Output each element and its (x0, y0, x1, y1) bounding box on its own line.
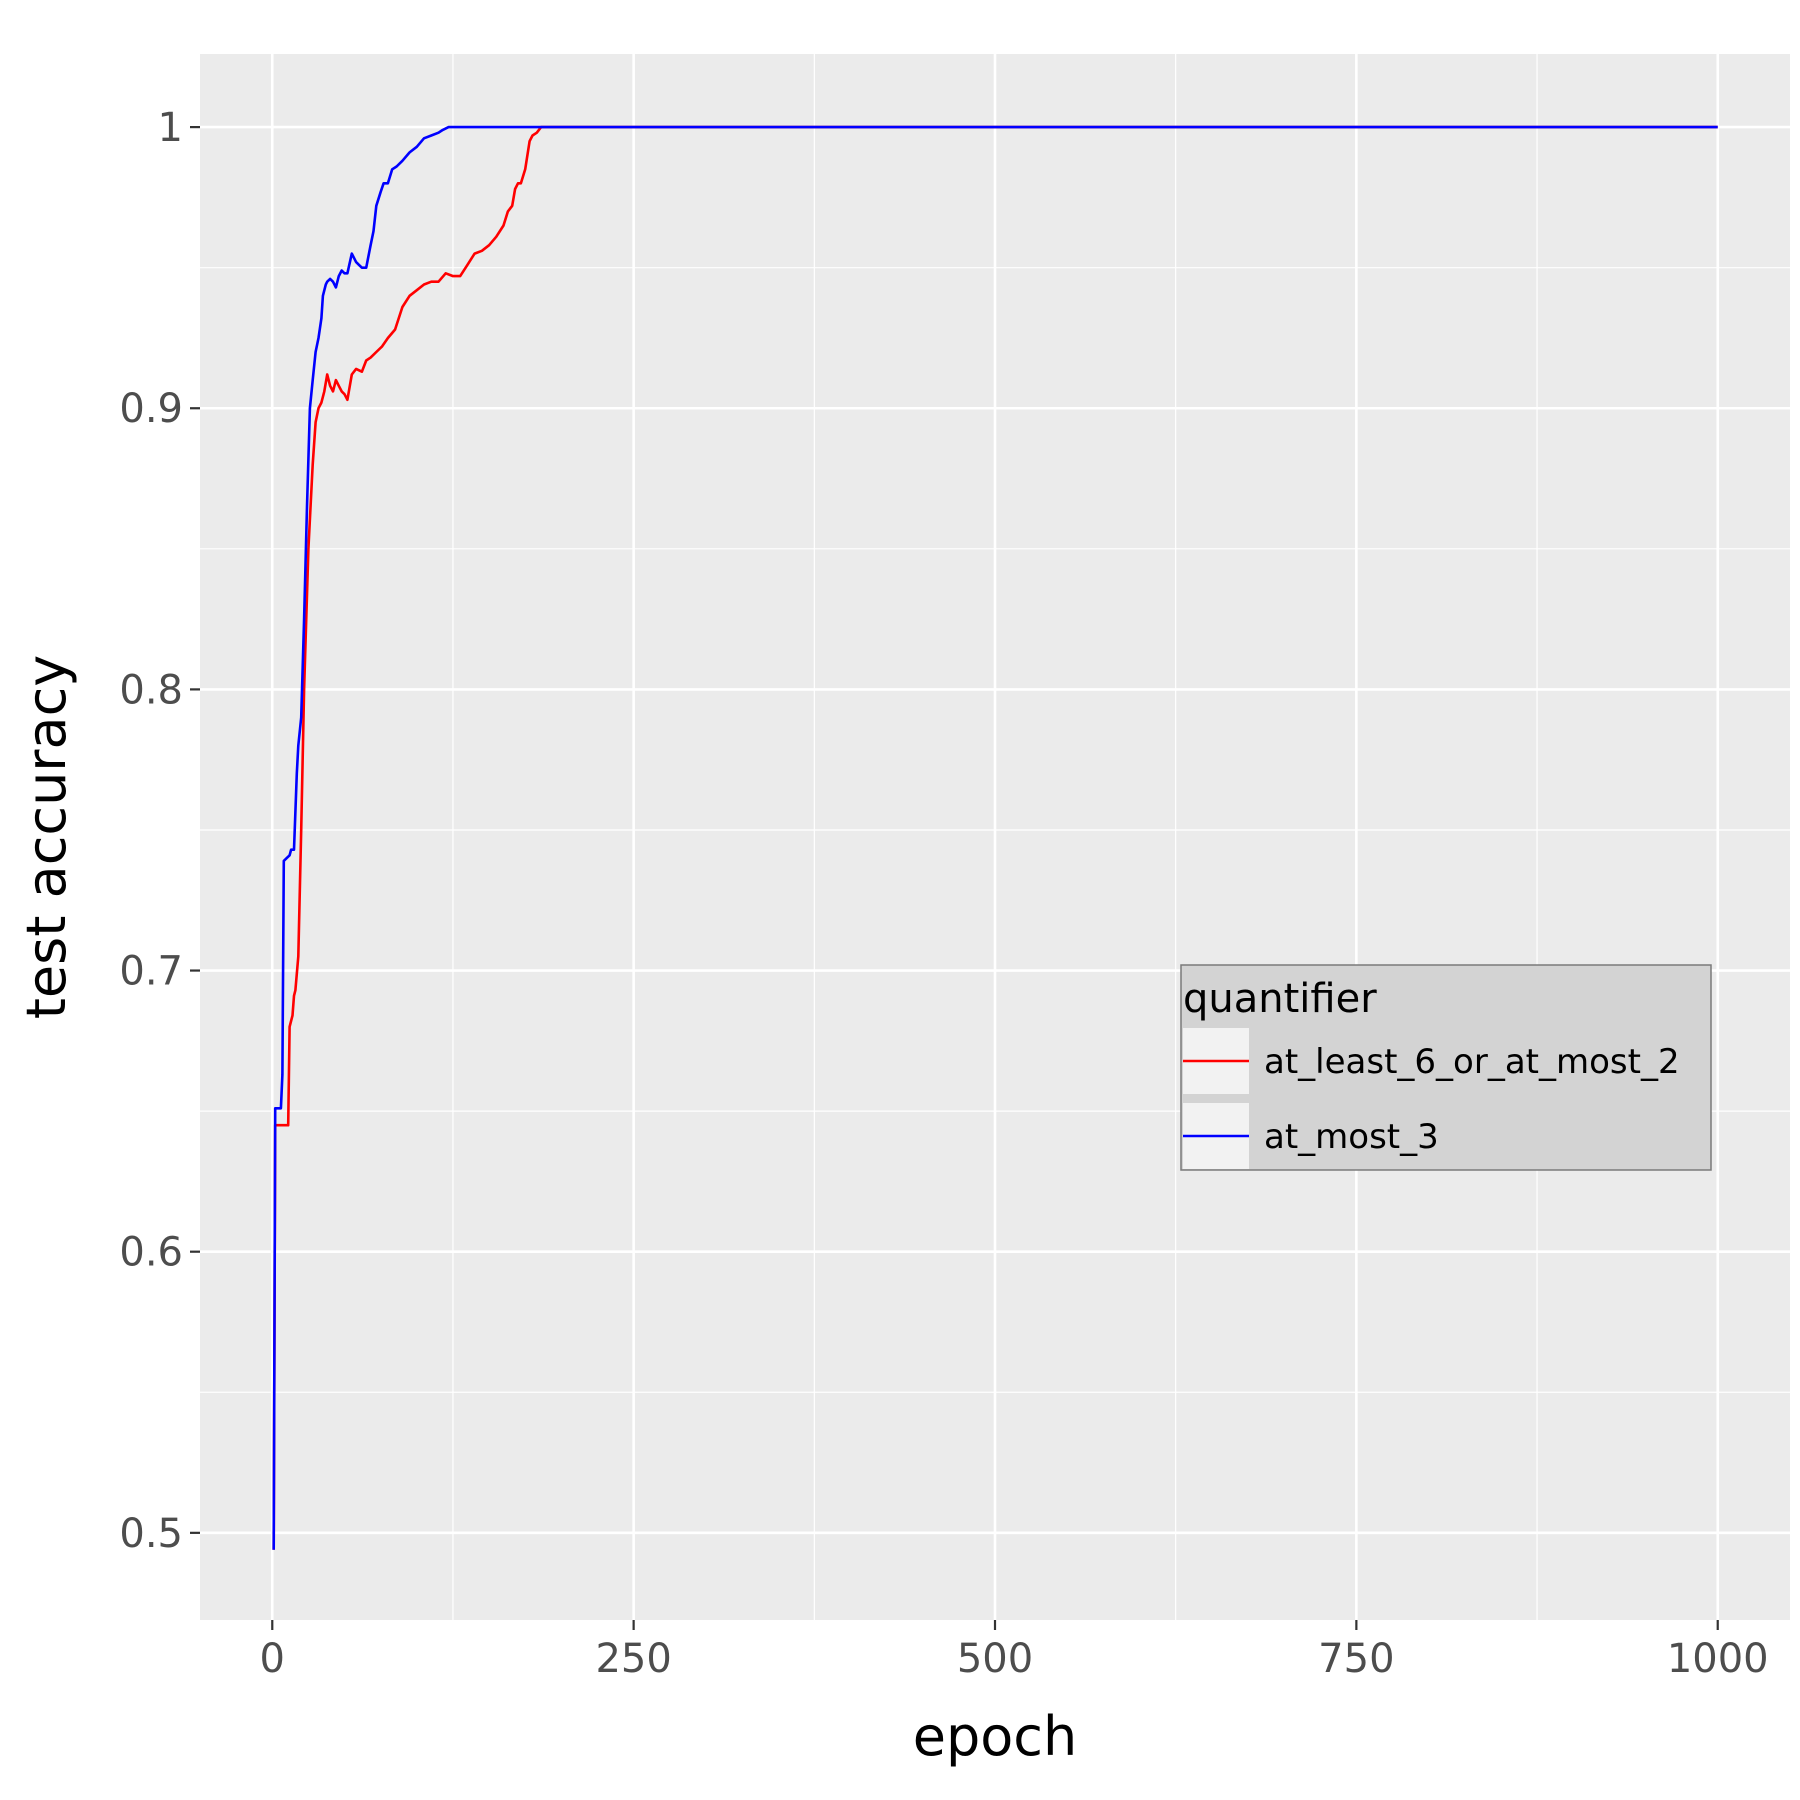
y-tick-label: 0.8 (119, 667, 183, 713)
legend-label: at_least_6_or_at_most_2 (1264, 1042, 1680, 1082)
series-line-at_least_6_or_at_most_2 (272, 125, 1718, 1550)
y-tick-label: 0.9 (119, 386, 183, 432)
x-tick-label: 750 (1318, 1636, 1394, 1682)
y-tick-label: 0.5 (119, 1511, 183, 1557)
x-tick-label: 250 (595, 1636, 671, 1682)
legend-box (1180, 964, 1712, 1171)
legend-title: quantifier (1183, 976, 1377, 1022)
series-line-at_most_3 (272, 125, 1718, 1550)
legend-label: at_most_3 (1264, 1117, 1439, 1157)
x-axis: 0 250 500 750 1000 (260, 1620, 1769, 1682)
y-tick-label: 0.7 (119, 949, 183, 995)
x-tick-label: 1000 (1667, 1636, 1769, 1682)
x-axis-title: epoch (913, 1705, 1077, 1768)
y-axis-title: test accuracy (15, 655, 78, 1020)
y-tick-label: 1 (158, 105, 183, 151)
y-axis: 0.5 0.6 0.7 0.8 0.9 1 (119, 105, 200, 1557)
legend: quantifier at_least_6_or_at_most_2 at_mos… (1180, 964, 1712, 1171)
y-tick-label: 0.6 (119, 1230, 183, 1276)
legend-items: at_least_6_or_at_most_2 at_most_3 (1183, 1028, 1680, 1169)
x-tick-label: 500 (957, 1636, 1033, 1682)
x-tick-label: 0 (260, 1636, 285, 1682)
series-lines (272, 125, 1718, 1550)
